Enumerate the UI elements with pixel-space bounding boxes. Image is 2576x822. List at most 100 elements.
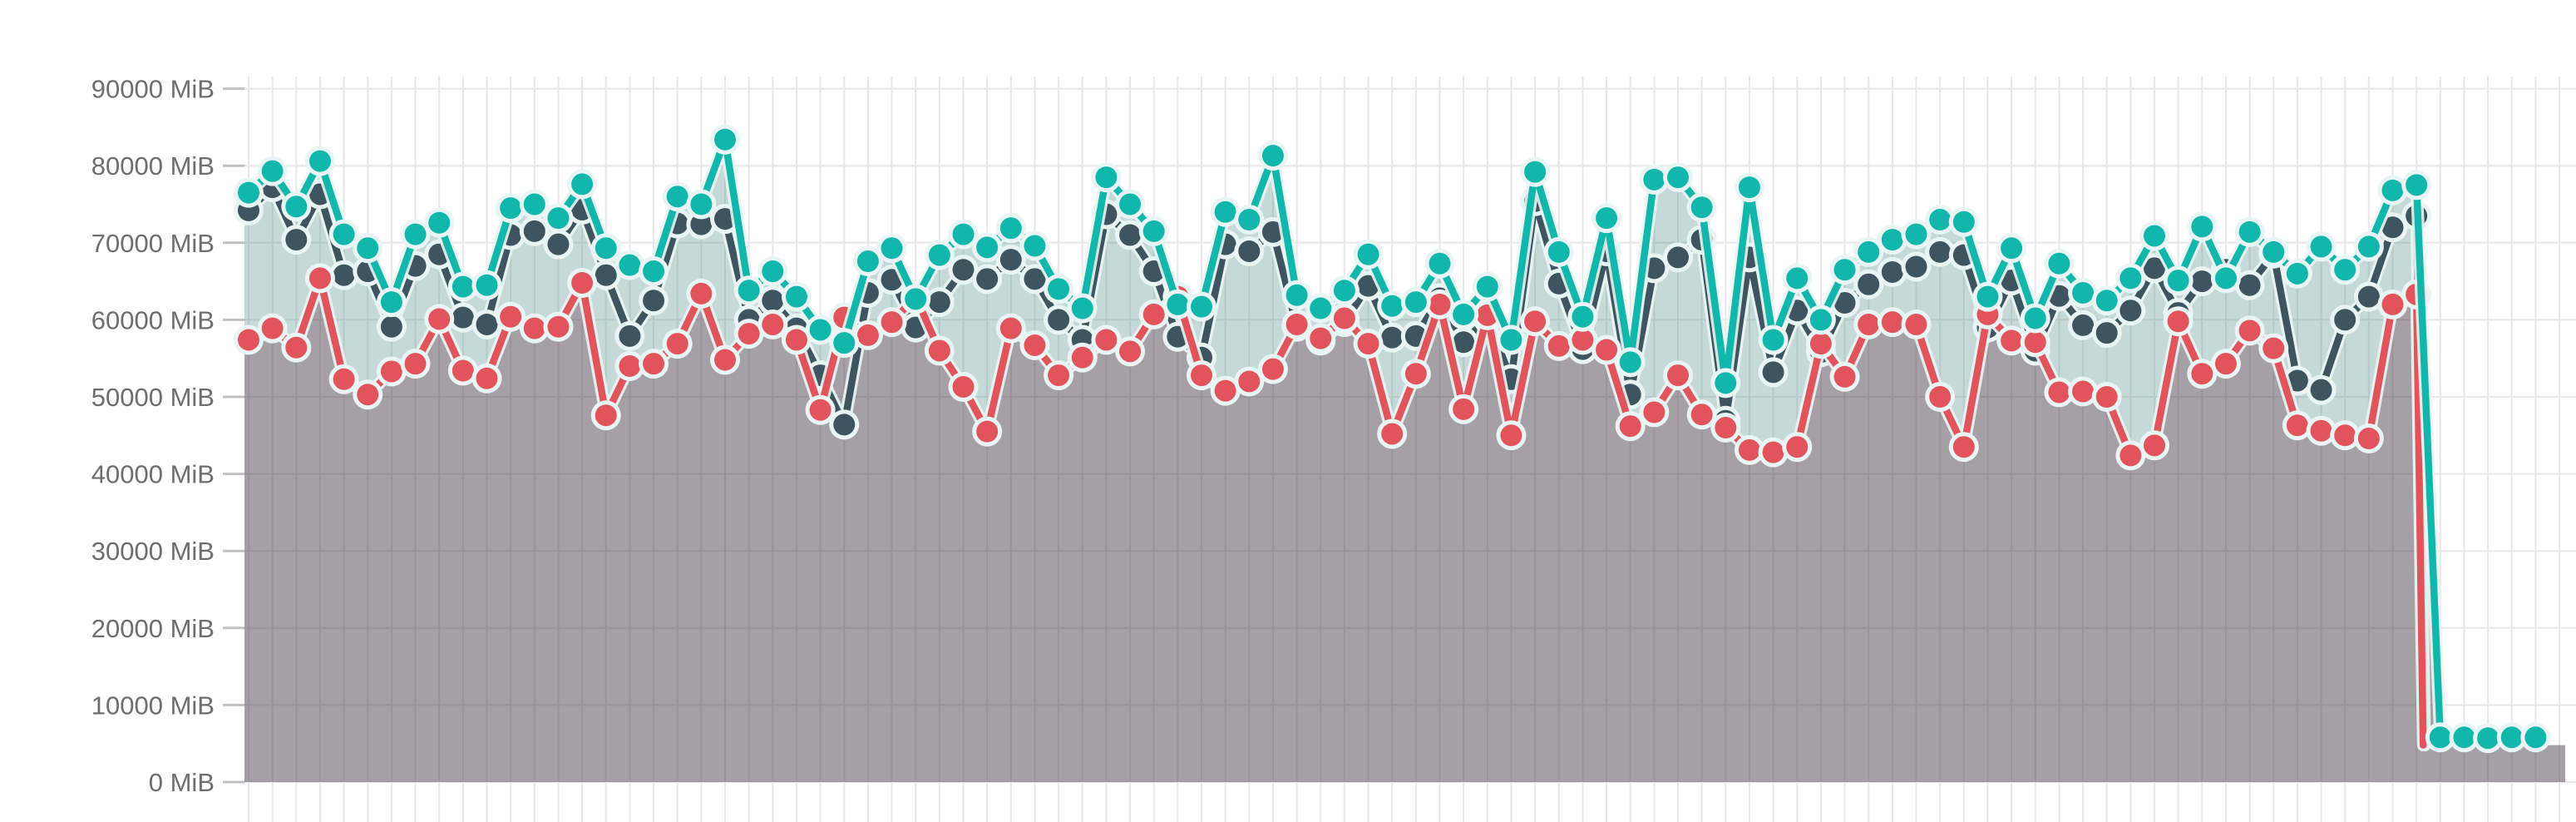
slate-series-dot	[1453, 331, 1475, 354]
teal-series-dot	[905, 288, 927, 310]
teal-series-dot	[1357, 243, 1379, 265]
teal-series-dot	[1715, 372, 1737, 394]
red-series-dot	[2238, 319, 2261, 342]
red-series-dot	[2191, 363, 2213, 385]
teal-series-dot	[2120, 267, 2142, 290]
teal-series-dot	[2477, 727, 2500, 750]
teal-series-dot	[1476, 275, 1498, 298]
red-series-dot	[1310, 327, 1332, 349]
teal-series-dot	[738, 280, 760, 302]
red-series-dot	[595, 404, 617, 427]
red-series-dot	[952, 375, 975, 398]
teal-series-dot	[1500, 329, 1522, 351]
slate-series-dot	[523, 220, 545, 242]
red-series-dot	[2024, 331, 2046, 354]
teal-series-dot	[1429, 252, 1451, 275]
teal-series-dot	[547, 207, 570, 230]
slate-series-dot	[928, 291, 950, 314]
teal-series-dot	[1881, 229, 1903, 251]
red-series-dot	[1119, 340, 1142, 363]
teal-series-dot	[1572, 305, 1594, 328]
teal-series-dot	[952, 223, 975, 245]
red-series-dot	[404, 353, 427, 375]
slate-series-dot	[2120, 300, 2142, 322]
teal-series-dot	[333, 223, 355, 245]
teal-series-dot	[714, 128, 736, 151]
red-series-dot	[1929, 386, 1952, 408]
teal-series-dot	[1214, 201, 1236, 223]
teal-series-dot	[2263, 240, 2285, 263]
slate-series-dot	[619, 324, 641, 347]
red-series-dot	[809, 399, 832, 421]
slate-series-dot	[833, 413, 856, 436]
teal-series-dot	[476, 274, 498, 296]
red-series-dot	[1619, 415, 1641, 438]
red-series-dot	[1905, 313, 1927, 335]
slate-series-dot	[452, 306, 474, 329]
teal-series-dot	[1976, 285, 1999, 308]
red-series-dot	[523, 317, 545, 339]
red-series-dot	[476, 367, 498, 389]
red-series-dot	[714, 349, 736, 371]
slate-series-dot	[476, 313, 498, 335]
teal-series-dot	[428, 211, 451, 234]
slate-series-dot	[2238, 274, 2261, 296]
red-series-dot	[2048, 381, 2070, 404]
red-series-dot	[2001, 329, 2023, 352]
teal-series-dot	[2048, 252, 2070, 275]
teal-series-dot	[1238, 209, 1261, 231]
teal-series-dot	[1119, 193, 1142, 215]
red-series-dot	[1524, 310, 1547, 333]
slate-series-dot	[2072, 314, 2095, 336]
red-series-dot	[666, 333, 688, 355]
teal-series-dot	[2144, 225, 2165, 247]
teal-series-dot	[762, 260, 784, 283]
red-series-dot	[1738, 438, 1760, 461]
teal-series-dot	[1286, 284, 1308, 306]
teal-series-dot	[1643, 168, 1666, 191]
red-series-dot	[357, 384, 379, 406]
red-series-dot	[1952, 436, 1975, 458]
teal-series-dot	[999, 217, 1022, 240]
red-series-dot	[1762, 441, 1784, 463]
red-series-dot	[1142, 303, 1165, 325]
red-series-dot	[428, 308, 451, 330]
red-series-dot	[2310, 419, 2332, 442]
slate-series-dot	[1929, 240, 1952, 263]
teal-series-dot	[1690, 196, 1713, 219]
y-tick-label: 60000 MiB	[91, 305, 215, 334]
slate-series-dot	[2286, 369, 2308, 392]
red-series-dot	[1809, 333, 1832, 355]
red-series-dot	[999, 317, 1022, 339]
slate-series-dot	[952, 259, 975, 281]
slate-series-dot	[1048, 309, 1070, 331]
slate-series-dot	[2310, 379, 2332, 401]
y-tick-label: 70000 MiB	[91, 229, 215, 258]
red-series-dot	[2120, 444, 2142, 467]
teal-series-dot	[1809, 309, 1832, 331]
red-series-dot	[333, 368, 355, 390]
red-series-dot	[2263, 337, 2285, 359]
red-series-dot	[571, 271, 594, 294]
red-series-dot	[1667, 364, 1689, 387]
red-series-dot	[1048, 364, 1070, 387]
teal-series-dot	[1381, 295, 1404, 317]
y-tick-label: 30000 MiB	[91, 537, 215, 566]
teal-series-dot	[2095, 290, 2118, 312]
slate-series-dot	[1119, 224, 1142, 246]
red-series-dot	[1547, 334, 1570, 357]
teal-series-dot	[1524, 161, 1547, 183]
teal-series-dot	[2167, 270, 2189, 292]
y-tick-label: 90000 MiB	[91, 75, 215, 104]
red-series-dot	[2167, 310, 2189, 333]
teal-series-dot	[1619, 351, 1641, 374]
teal-series-dot	[308, 150, 331, 172]
teal-series-dot	[285, 196, 308, 218]
teal-series-dot	[500, 197, 522, 220]
red-series-dot	[1833, 365, 1856, 388]
teal-series-dot	[1095, 166, 1118, 189]
slate-series-dot	[1858, 273, 1880, 295]
teal-series-dot	[1453, 303, 1475, 325]
slate-series-dot	[976, 268, 999, 290]
